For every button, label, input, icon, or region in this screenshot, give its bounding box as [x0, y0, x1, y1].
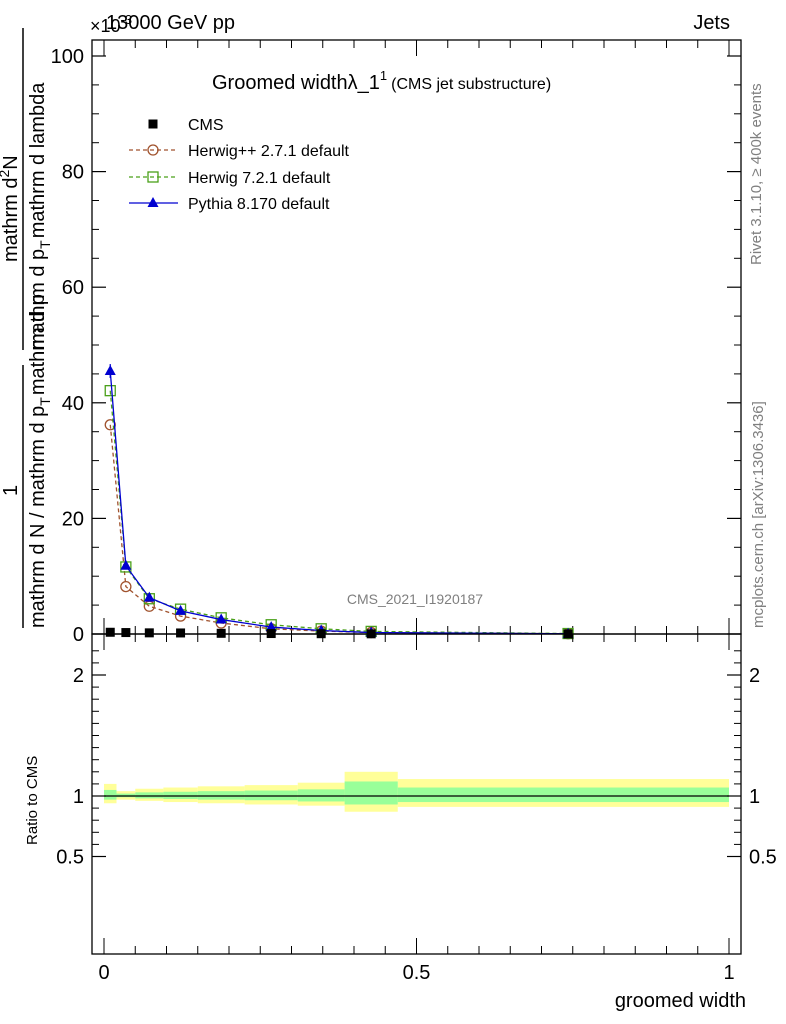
- data-point-pythia: [265, 621, 277, 632]
- data-point-cms: [105, 627, 115, 637]
- ratio-tick-label: 0.5: [56, 847, 84, 869]
- ratio-tick-label-right: 1: [749, 786, 760, 808]
- x-tick-label: 0: [98, 962, 109, 984]
- y-exponent: ×10-3: [90, 12, 132, 36]
- data-point-cms: [216, 628, 226, 638]
- header-process: 13000 GeV pp: [106, 12, 235, 34]
- legend-marker-herwigpp: [147, 144, 159, 156]
- data-point-herwigpp: [104, 419, 116, 431]
- data-point-herwig7: [104, 385, 116, 397]
- ratio-tick-label-right: 2: [749, 665, 760, 687]
- header-category: Jets: [693, 12, 730, 34]
- legend: CMS Herwig++ 2.7.1 default Herwig 7.2.1 de…: [129, 117, 350, 213]
- data-point-pythia: [175, 604, 187, 615]
- chart-title: Groomed widthλ_11(CMS jet substructure): [212, 68, 551, 94]
- x-tick-label: 0.5: [403, 962, 431, 984]
- ratio-tick-label-right: 0.5: [749, 847, 777, 869]
- y-label-denominator: mathrm d N / mathrm d pTmathrm d p: [27, 294, 53, 628]
- legend-entry-cms: CMS: [148, 117, 224, 134]
- series-line-herwigpp: [109, 424, 569, 635]
- y-tick-label: 0: [73, 624, 84, 646]
- legend-label: Herwig 7.2.1 default: [188, 170, 331, 187]
- analysis-watermark: CMS_2021_I1920187: [347, 591, 483, 607]
- y-label-numerator: 1: [0, 485, 22, 496]
- main-plot-panel: 0 20 40 60 80 100 CMS_2021_I1920187 Groomed w…: [51, 39, 742, 646]
- series-line-herwig7: [109, 390, 569, 635]
- data-point-cms: [176, 628, 186, 638]
- legend-entry-herwig7: Herwig 7.2.1 default: [129, 170, 331, 187]
- data-point-cms: [144, 628, 154, 638]
- series-line-pythia: [109, 370, 569, 635]
- legend-marker-pythia: [147, 197, 159, 207]
- ratio-tick-label: 2: [73, 665, 84, 687]
- legend-entry-herwigpp: Herwig++ 2.7.1 default: [129, 143, 350, 160]
- ratio-band-inner: [104, 789, 117, 800]
- y-label-top-denominator: mathrm d pTmathrm d lambda: [27, 82, 53, 350]
- data-point-herwigpp: [120, 580, 132, 593]
- x-tick-label: 1: [723, 962, 734, 984]
- series-herwig7: [104, 385, 574, 640]
- ratio-x-axis: 0 0.5 1: [98, 634, 735, 984]
- legend-entry-pythia: Pythia 8.170 default: [129, 196, 330, 213]
- x-axis-label: groomed width: [615, 990, 746, 1012]
- main-y-label: mathrm d N / mathrm d pTmathrm d p 1 mat…: [0, 28, 53, 628]
- legend-marker-herwig7: [147, 171, 159, 183]
- y-tick-label: 40: [62, 393, 84, 415]
- data-point-pythia: [143, 591, 155, 602]
- rivet-label: Rivet 3.1.10, ≥ 400k events: [748, 83, 765, 265]
- main-y-axis: 0 20 40 60 80 100: [51, 46, 741, 646]
- data-point-pythia: [104, 365, 116, 376]
- ratio-band-inner: [397, 787, 729, 803]
- legend-label: Pythia 8.170 default: [188, 196, 330, 213]
- ratio-band-inner: [344, 781, 398, 805]
- data-point-herwigpp: [143, 600, 155, 612]
- y-tick-label: 100: [51, 46, 84, 68]
- series-pythia: [104, 364, 574, 638]
- legend-label: CMS: [188, 117, 224, 134]
- y-tick-label: 60: [62, 277, 84, 299]
- data-point-pythia: [120, 559, 132, 570]
- y-tick-label: 80: [62, 162, 84, 184]
- mcplots-label: mcplots.cern.ch [arXiv:1306.3436]: [750, 401, 767, 628]
- data-point-cms: [121, 628, 131, 638]
- legend-label: Herwig++ 2.7.1 default: [188, 143, 350, 160]
- ratio-y-label: Ratio to CMS: [24, 756, 41, 845]
- data-point-pythia: [215, 613, 227, 624]
- main-series-group: [104, 364, 574, 640]
- y-tick-label: 20: [62, 508, 84, 530]
- legend-marker-cms: [148, 119, 158, 129]
- ratio-bands: [104, 771, 729, 812]
- ratio-plot-panel: 0.5 0.51 12 2 0 0.5 1 Ratio to CMS groomed wi…: [24, 633, 777, 1012]
- ratio-y-axis: 0.5 0.5 1 1 2 2: [56, 650, 777, 869]
- ratio-tick-label: 1: [73, 786, 84, 808]
- y-label-top-numerator: mathrm d2N: [0, 155, 22, 262]
